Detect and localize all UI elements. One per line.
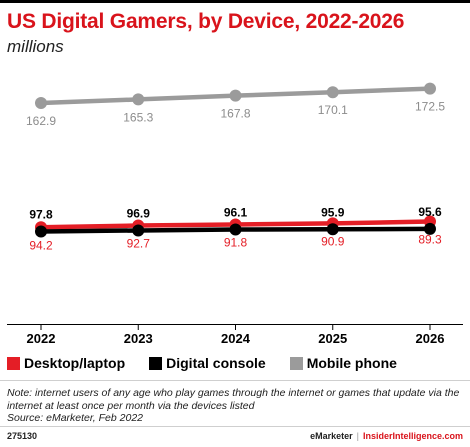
- brand-emarketer: eMarketer: [310, 431, 353, 441]
- legend-item-desktop: Desktop/laptop: [7, 355, 125, 371]
- chart-title: US Digital Gamers, by Device, 2022-2026: [7, 10, 405, 33]
- point-mobile-phone-2023: [132, 93, 145, 106]
- point-digital-console-2026: [424, 222, 436, 235]
- data-label-desktop-laptop-2024: 91.8: [224, 235, 248, 249]
- data-label-digital-console-2022: 97.8: [29, 208, 53, 222]
- point-mobile-phone-2026: [424, 82, 436, 95]
- legend-label-mobile: Mobile phone: [306, 355, 397, 371]
- note-block: Note: internet users of any age who play…: [7, 387, 465, 425]
- data-label-desktop-laptop-2022: 94.2: [29, 238, 53, 252]
- note-text: Note: internet users of any age who play…: [7, 387, 460, 412]
- line-chart: 2022 2023 2024 2025 2026 94.2 92.7 91.8 90.9 89.3…: [7, 82, 463, 345]
- point-mobile-phone-2025: [326, 86, 339, 99]
- x-tick-label-2024: 2024: [221, 331, 251, 345]
- footer-divider: [0, 426, 470, 427]
- legend-label-desktop: Desktop/laptop: [24, 355, 126, 371]
- chart-subtitle: millions: [7, 37, 64, 56]
- x-tick-label-2022: 2022: [27, 331, 56, 345]
- legend-item-console: Digital console: [149, 355, 266, 371]
- data-label-mobile-phone-2025: 170.1: [318, 103, 348, 117]
- brand-insider-intelligence: InsiderIntelligence.com: [362, 431, 463, 441]
- data-label-desktop-laptop-2026: 89.3: [418, 233, 442, 247]
- x-tick-label-2025: 2025: [318, 331, 347, 345]
- footer-brand: eMarketer | InsiderIntelligence.com: [310, 431, 463, 441]
- brand-separator: |: [356, 431, 359, 441]
- data-label-digital-console-2024: 96.1: [224, 206, 248, 220]
- point-mobile-phone-2022: [35, 97, 47, 109]
- x-tick-label-2023: 2023: [124, 331, 153, 345]
- data-label-digital-console-2023: 96.9: [127, 206, 151, 220]
- legend: Desktop/laptop Digital console Mobile ph…: [7, 355, 421, 371]
- legend-item-mobile: Mobile phone: [289, 355, 397, 371]
- top-rule: [0, 0, 470, 3]
- point-mobile-phone-2024: [229, 89, 242, 102]
- data-label-mobile-phone-2024: 167.8: [220, 107, 250, 121]
- legend-swatch-mobile: [289, 356, 303, 370]
- legend-swatch-desktop: [7, 356, 20, 370]
- data-label-mobile-phone-2026: 172.5: [415, 100, 445, 114]
- data-label-mobile-phone-2022: 162.9: [26, 114, 56, 128]
- data-label-digital-console-2026: 95.6: [418, 205, 442, 219]
- point-digital-console-2025: [326, 223, 339, 236]
- source-text: Source: eMarketer, Feb 2022: [7, 412, 143, 424]
- data-label-desktop-laptop-2023: 92.7: [127, 237, 151, 251]
- chart-id: 275130: [7, 431, 38, 441]
- legend-swatch-console: [149, 356, 163, 370]
- x-tick-label-2026: 2026: [416, 331, 445, 345]
- data-label-mobile-phone-2023: 165.3: [123, 110, 153, 124]
- note-divider: [0, 380, 470, 381]
- point-digital-console-2024: [229, 223, 242, 236]
- legend-label-console: Digital console: [166, 355, 266, 371]
- point-digital-console-2022: [35, 225, 47, 238]
- point-digital-console-2023: [132, 224, 145, 237]
- data-label-desktop-laptop-2025: 90.9: [321, 234, 345, 248]
- data-label-digital-console-2025: 95.9: [321, 205, 345, 219]
